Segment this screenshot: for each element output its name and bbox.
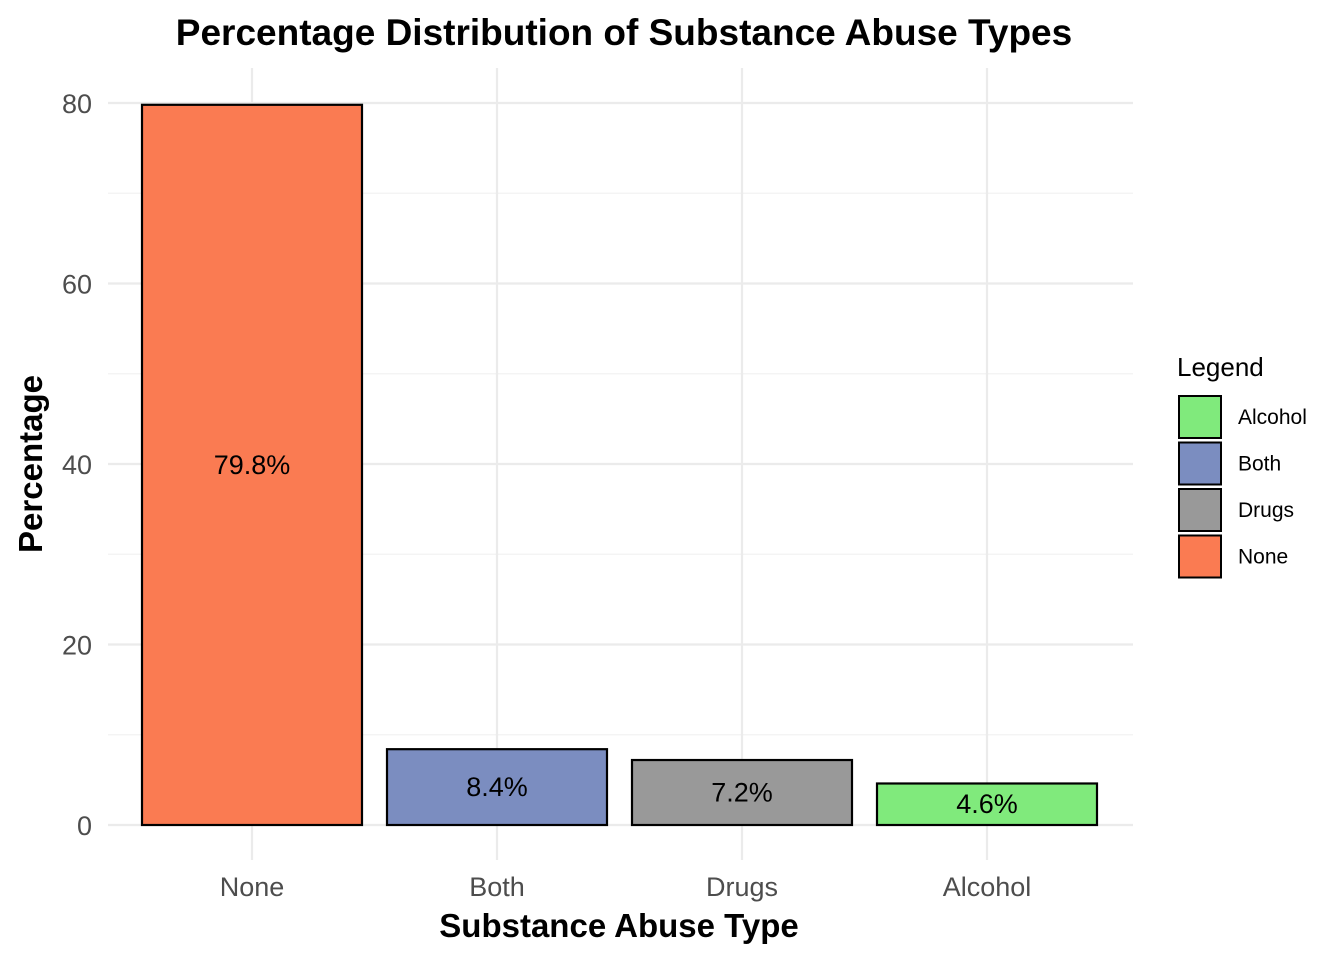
- legend-label-alcohol: Alcohol: [1238, 406, 1307, 429]
- y-axis-ticks: 0 20 40 60 80: [62, 89, 92, 841]
- x-tick-label: None: [220, 872, 285, 902]
- x-tick-label: Drugs: [706, 872, 778, 902]
- y-tick-label: 40: [62, 450, 92, 480]
- bar-drugs: [630, 758, 854, 827]
- x-tick-label: Both: [469, 872, 525, 902]
- x-tick-label: Alcohol: [943, 872, 1032, 902]
- legend: Legend Alcohol Both Drugs None: [1177, 352, 1307, 579]
- y-tick-label: 20: [62, 631, 92, 661]
- data-label-both: 8.4%: [466, 772, 528, 802]
- x-axis-title: Substance Abuse Type: [439, 907, 798, 944]
- bar-alcohol: [875, 782, 1099, 827]
- bars: [140, 103, 1099, 827]
- chart-title: Percentage Distribution of Substance Abu…: [176, 12, 1072, 53]
- legend-label-none: None: [1238, 546, 1288, 569]
- data-labels: 79.8% 8.4% 7.2% 4.6%: [214, 450, 1018, 819]
- data-label-drugs: 7.2%: [711, 778, 773, 808]
- legend-label-both: Both: [1238, 453, 1281, 476]
- legend-title: Legend: [1177, 352, 1264, 382]
- y-tick-label: 0: [77, 811, 92, 841]
- legend-items: Alcohol Both Drugs None: [1178, 395, 1307, 579]
- legend-key-none: [1178, 534, 1222, 579]
- legend-label-drugs: Drugs: [1238, 499, 1294, 522]
- legend-key-drugs: [1178, 488, 1222, 532]
- y-axis-title: Percentage: [12, 375, 49, 553]
- legend-key-alcohol: [1178, 395, 1222, 439]
- data-label-none: 79.8%: [214, 450, 291, 480]
- y-tick-label: 80: [62, 89, 92, 119]
- bar-none: [140, 103, 364, 827]
- bar-both: [385, 748, 609, 827]
- legend-key-both: [1178, 441, 1222, 486]
- data-label-alcohol: 4.6%: [956, 789, 1018, 819]
- y-tick-label: 60: [62, 270, 92, 300]
- x-axis-ticks: None Both Drugs Alcohol: [220, 872, 1032, 902]
